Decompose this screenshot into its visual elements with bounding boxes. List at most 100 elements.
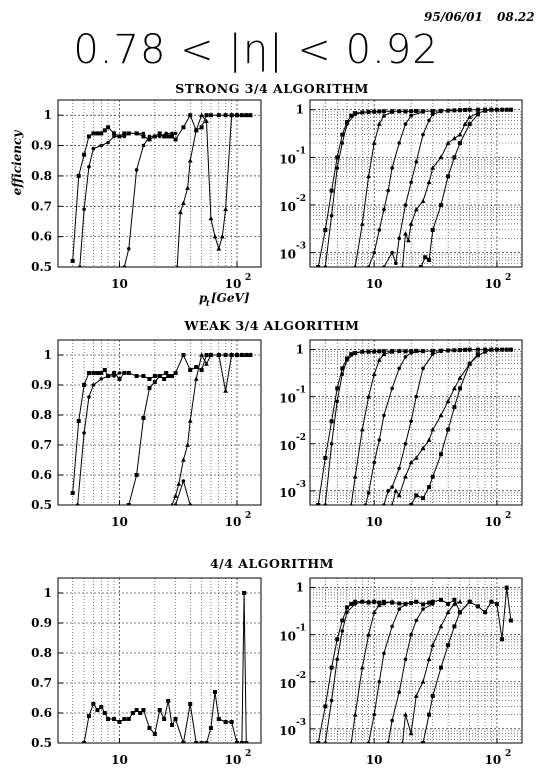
y-tick-label: 0.8 [31,408,52,422]
data-point [445,398,451,404]
data-point [352,712,358,717]
data-point [112,371,117,375]
data-point [122,134,127,139]
data-point [188,503,193,505]
data-point [187,158,193,163]
data-point [446,108,451,113]
x-tick-label: 10 [225,515,242,529]
x-tick-exponent: 2 [245,273,251,283]
data-point [340,132,345,137]
data-point [382,413,386,418]
data-point [397,109,402,114]
y-tick-label: 0.6 [31,706,52,720]
data-point [393,488,399,493]
data-point [329,419,334,424]
data-point [451,135,457,141]
data-point [329,441,334,446]
data-point [170,131,174,136]
data-point [194,365,199,369]
y-tick-label: 1 [44,348,52,362]
data-point [397,466,402,471]
section-title-44: 4/4 ALGORITHM [210,556,334,571]
data-point [102,368,107,372]
data-point [372,250,376,255]
y-tick-label: 1 [296,581,304,595]
data-point [372,349,376,354]
data-point [377,349,382,354]
data-point [376,602,382,608]
data-point [360,349,365,354]
data-point [438,154,444,160]
data-point [91,702,96,706]
data-point [173,137,178,142]
data-point [75,503,80,505]
data-point [99,143,104,148]
data-point [376,357,382,362]
data-point [134,708,139,712]
data-point [413,207,419,212]
data-point [426,656,432,662]
data-point [414,160,419,164]
data-point [377,679,382,684]
data-point [403,203,408,207]
data-point [457,108,462,113]
data-point [349,502,353,505]
data-point [208,113,213,118]
data-point [329,698,334,703]
data-point [438,597,443,602]
data-point [397,236,402,241]
y-tick-exponent: -2 [296,194,306,204]
series-line-5 [402,601,461,743]
plot-frame [309,339,523,506]
data-point [381,109,386,114]
data-point [106,125,111,130]
data-point [82,431,86,435]
data-point [244,741,249,743]
data-point [329,213,334,218]
data-point [173,131,178,136]
y-tick-exponent: -3 [296,480,306,490]
data-point [452,624,457,629]
data-point [112,131,117,136]
data-point [223,353,228,357]
data-point [86,714,91,718]
data-point [438,203,443,208]
data-point [482,108,488,113]
data-point [381,600,387,606]
x-tick-exponent: 2 [245,511,251,521]
data-point [403,602,408,606]
data-point [134,473,139,477]
data-point [185,442,191,447]
data-point [122,371,127,375]
data-point [467,599,472,604]
data-point [112,134,116,139]
data-point [413,455,419,460]
data-point [446,643,451,648]
x-tick-label: 10 [366,515,383,529]
data-point [439,349,443,354]
x-tick-exponent: 2 [245,749,251,759]
data-point [239,741,244,743]
data-point [430,602,435,606]
y-tick-label: 1 [296,103,304,117]
data-point [430,112,435,117]
data-point [427,118,431,123]
data-point [414,394,419,399]
data-point [500,347,505,352]
y-tick-label: 0.8 [31,646,52,660]
data-point [359,426,365,432]
data-point [389,599,395,604]
data-point [421,496,426,501]
data-point [117,371,122,375]
data-point [147,726,152,730]
data-point [229,112,235,117]
data-point [382,503,386,505]
data-point [216,113,221,118]
data-point [345,122,349,126]
data-point [372,712,376,717]
data-point [157,134,162,139]
data-point [409,109,414,114]
data-point [329,665,334,670]
series-group [316,585,513,743]
